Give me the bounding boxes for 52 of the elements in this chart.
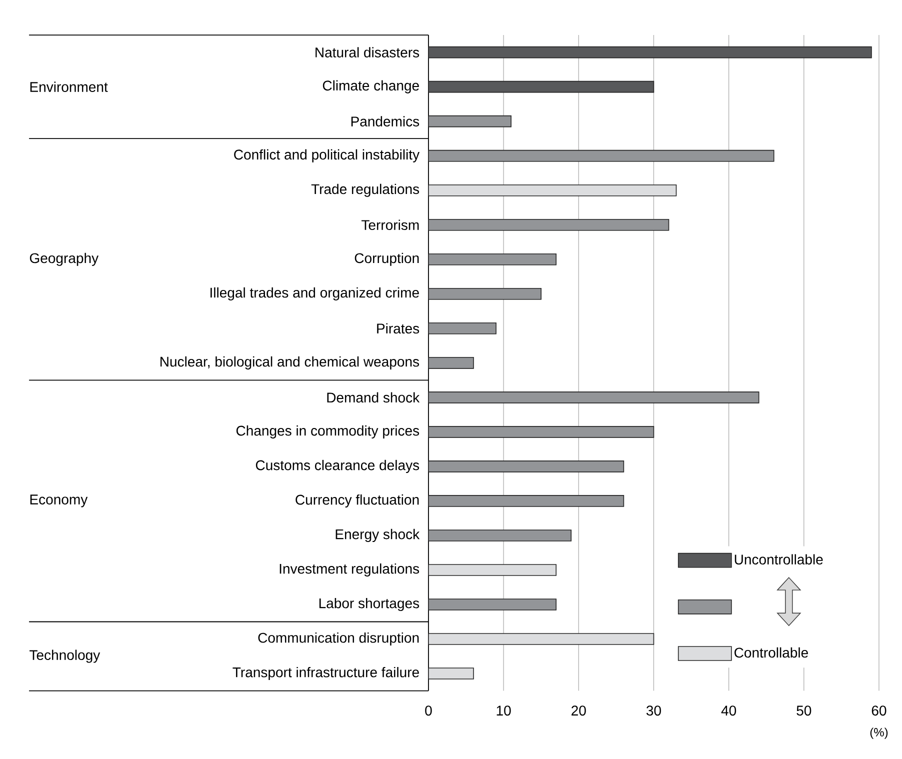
bar <box>428 564 557 576</box>
x-tick-label: 40 <box>721 706 736 716</box>
bar <box>428 322 496 334</box>
text: Environment <box>30 82 108 92</box>
y-tick-label: Climate change <box>322 80 419 94</box>
bar <box>428 426 654 438</box>
bar <box>428 598 557 610</box>
bar <box>428 219 670 231</box>
bar <box>428 668 474 680</box>
bar <box>428 495 624 507</box>
bar <box>428 530 572 542</box>
bar <box>428 633 654 645</box>
bar <box>428 80 654 93</box>
bar <box>428 46 872 58</box>
text: Geography <box>30 252 99 266</box>
x-axis-title: (%) <box>870 728 888 739</box>
y-tick-label: Transport infrastructure failure <box>232 667 419 680</box>
y-tick-label: Conflict and political instability <box>234 149 420 162</box>
y-tick-label: Trade regulations <box>311 184 420 197</box>
x-tick-label: 30 <box>646 706 661 716</box>
x-tick-label: 10 <box>496 706 511 716</box>
bar <box>428 115 512 128</box>
y-tick-label: Demand shock <box>327 392 420 403</box>
y-tick-label: Communication disruption <box>258 632 419 646</box>
y-tick-label: Energy shock <box>336 529 420 542</box>
bar <box>428 150 774 162</box>
y-tick-label: Pandemics <box>351 116 420 127</box>
y-tick-label: Investment regulations <box>280 564 420 577</box>
bar <box>428 184 677 196</box>
y-tick-label: Changes in commodity prices <box>236 425 420 439</box>
bar <box>428 460 624 472</box>
bar <box>428 254 557 266</box>
y-tick-label: Terrorism <box>362 220 419 230</box>
x-tick-label: 60 <box>872 706 886 716</box>
y-tick-label: Natural disasters <box>316 47 420 58</box>
y-tick-label: Illegal trades and organized crime <box>210 287 419 300</box>
y-tick-label: Currency fluctuation <box>296 494 419 508</box>
bar <box>428 288 542 300</box>
bar <box>428 392 760 404</box>
text: Technology <box>30 650 100 663</box>
y-tick-label: Corruption <box>354 252 419 266</box>
x-tick-label: 0 <box>425 706 432 716</box>
y-tick-label: Labor shortages <box>319 598 420 612</box>
legend-label: Controllable <box>734 647 808 658</box>
y-tick-label: Nuclear, biological and chemical weapons <box>160 356 420 370</box>
bar <box>428 357 474 369</box>
y-tick-label: Customs clearance delays <box>256 460 420 474</box>
x-tick-label: 20 <box>572 706 586 716</box>
x-tick-label: 50 <box>796 706 812 716</box>
text: Economy <box>30 494 88 508</box>
legend-label: Uncontrollable <box>734 554 823 565</box>
y-tick-label: Pirates <box>377 323 420 334</box>
